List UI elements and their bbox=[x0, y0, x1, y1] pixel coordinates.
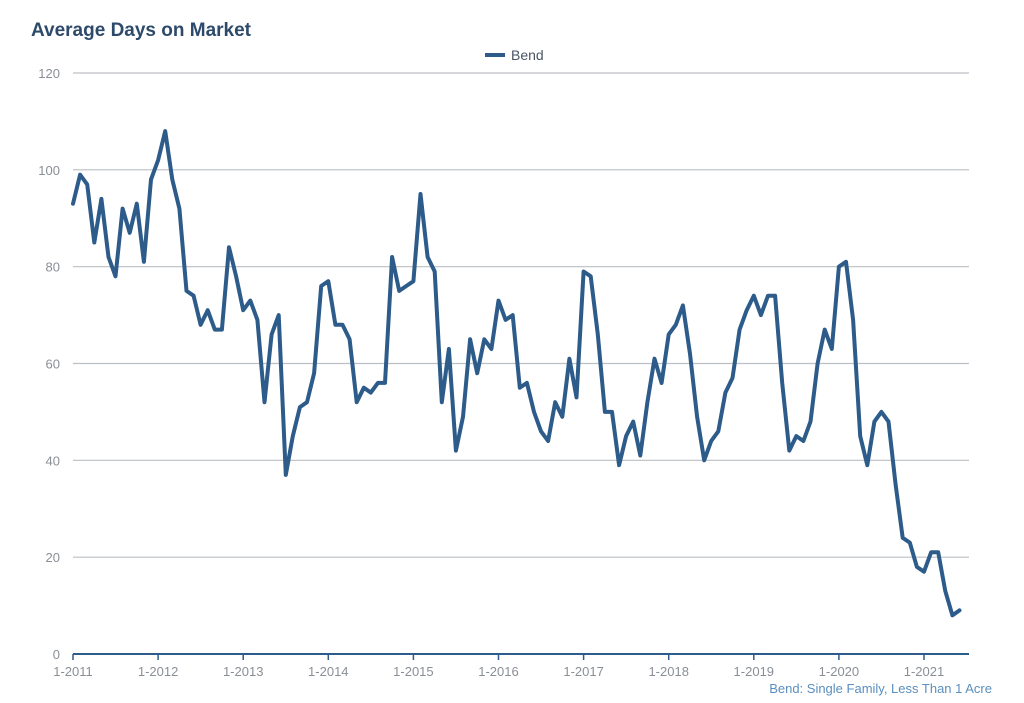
y-tick-label: 100 bbox=[38, 163, 60, 178]
grid-lines bbox=[73, 72, 969, 558]
y-tick-label: 20 bbox=[46, 550, 60, 565]
legend-label: Bend bbox=[511, 47, 544, 63]
y-tick-label: 0 bbox=[53, 647, 60, 662]
x-tick-label: 1-2017 bbox=[563, 664, 603, 679]
legend: Bend bbox=[485, 47, 544, 63]
y-axis-ticks: 0 20 40 60 80 100 120 bbox=[38, 66, 60, 662]
x-tick-label: 1-2015 bbox=[393, 664, 433, 679]
x-tick-label: 1-2016 bbox=[478, 664, 518, 679]
chart-footnote: Bend: Single Family, Less Than 1 Acre bbox=[769, 681, 992, 696]
x-tick-label: 1-2012 bbox=[138, 664, 178, 679]
chart-title: Average Days on Market bbox=[31, 20, 252, 41]
x-tick-label: 1-2018 bbox=[648, 664, 688, 679]
x-axis: 1-2011 1-2012 1-2013 1-2014 1-2015 1-2016 1-20… bbox=[53, 653, 969, 679]
x-tick-label: 1-2011 bbox=[53, 664, 93, 679]
x-tick-label: 1-2014 bbox=[308, 664, 348, 679]
series-line-bend bbox=[71, 129, 962, 618]
y-tick-label: 60 bbox=[46, 357, 60, 372]
x-tick-label: 1-2021 bbox=[904, 664, 944, 679]
x-tick-label: 1-2019 bbox=[734, 664, 774, 679]
y-tick-label: 80 bbox=[46, 260, 60, 275]
x-tick-label: 1-2020 bbox=[819, 664, 859, 679]
series-layer bbox=[71, 129, 962, 618]
y-tick-label: 40 bbox=[46, 453, 60, 468]
y-tick-label: 120 bbox=[38, 66, 60, 81]
x-tick-label: 1-2013 bbox=[223, 664, 263, 679]
